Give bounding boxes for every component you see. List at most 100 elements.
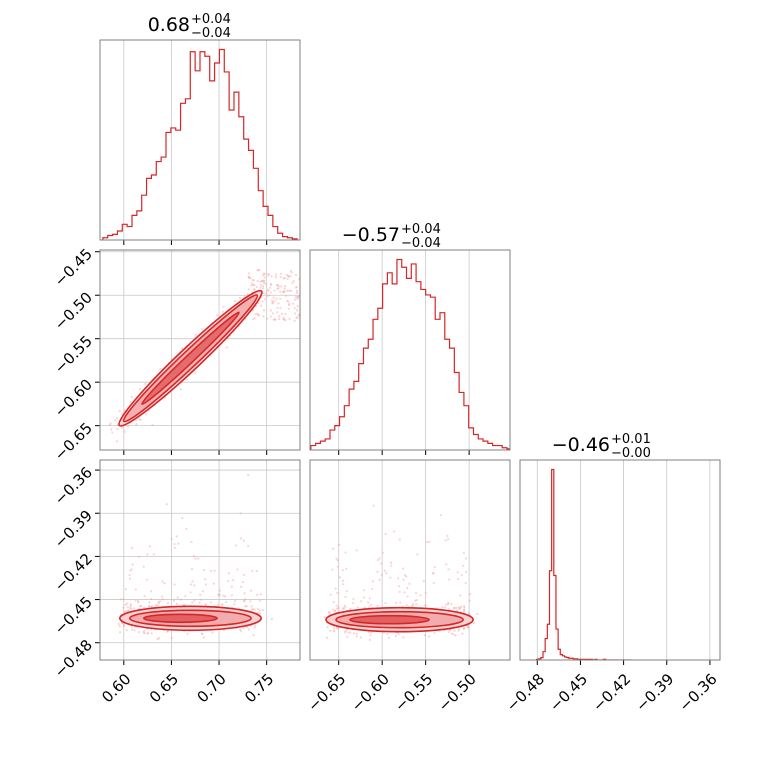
scatter-param1-param3-point [192,554,195,558]
scatter-param1-param2-point [121,412,124,415]
scatter-param2-param3-point [325,636,329,639]
scatter-param2-param3-point [346,636,349,639]
scatter-param1-param3-point [250,605,253,608]
scatter-param1-param2-point [116,417,119,420]
scatter-param1-param2-point [261,300,264,303]
scatter-param2-param3-point [406,595,409,598]
scatter-param1-param2-ytick-label: −0.50 [51,288,96,333]
scatter-param1-param3-point [130,568,133,571]
scatter-param1-param2-point [294,286,297,289]
scatter-param2-param3-point [332,608,335,611]
scatter-param1-param3-point [152,553,155,556]
hist-param3-xtick-label: −0.36 [675,670,720,715]
scatter-param1-param3-point [259,593,262,596]
scatter-param1-param3-point [245,605,248,608]
scatter-param1-param2-point [272,318,275,321]
scatter-param1-param2-point [277,285,280,288]
scatter-param1-param3-point [159,600,162,603]
scatter-param2-param3-point [458,607,461,610]
scatter-param1-param2-point [302,314,304,316]
hist-param2-axes [338,250,470,455]
scatter-param1-param2-point [259,280,262,283]
scatter-param2-param3-point [464,557,467,560]
scatter-param1-param2-point [126,425,130,428]
scatter-param2-param3-point [384,532,387,536]
scatter-param2-param3-point [414,599,417,602]
scatter-param2-param3-point [355,632,358,635]
scatter-param1-param3-point [204,603,207,606]
scatter-param2-param3-xtick-label: −0.60 [348,670,393,715]
scatter-param1-param3-point [118,624,121,628]
scatter-param2-param3-point [344,606,347,609]
scatter-param2-param3-point [341,579,345,582]
scatter-param1-param2-point [293,298,296,301]
scatter-param2-param3-point [462,610,465,613]
scatter-param2-param3-point [362,589,366,592]
scatter-param1-param3-point [154,604,158,607]
scatter-param1-param3-point [200,632,203,635]
scatter-param1-param3-point [122,606,125,609]
scatter-param1-param2-point [262,274,265,277]
scatter-param2-param3-point [447,601,450,604]
scatter-param1-param2-point [289,269,293,273]
scatter-param1-param2-point [296,298,299,301]
scatter-param2-param3-point [334,609,337,612]
scatter-param1-param2-axes: −0.45−0.50−0.55−0.60−0.65 [51,245,300,464]
hist-param3-title-upper: +0.01 [611,432,651,447]
scatter-param2-param3-point [359,636,362,639]
scatter-param1-param3-point [247,628,250,631]
scatter-param1-param3-point [157,600,160,604]
scatter-param2-param3-point [341,583,344,586]
scatter-param2-param3-point [444,539,447,542]
scatter-param1-param3-point [217,593,220,596]
scatter-param1-param3-point [246,625,249,629]
scatter-param1-param2-point [270,275,273,278]
scatter-param1-param2-point [114,419,117,422]
scatter-param1-param3-point [173,542,176,546]
scatter-param1-param3-point [254,624,257,627]
scatter-param1-param2-point [301,304,303,306]
scatter-param1-param3-point [161,598,164,601]
scatter-param2-param3-point [329,629,332,632]
scatter-param1-param2-point [282,277,285,280]
scatter-param2-param3-point [457,577,460,581]
scatter-param1-param2-point [269,291,273,294]
scatter-param2-param3-point [459,594,462,597]
scatter-param1-param3-point [179,598,183,601]
scatter-param2-param3-point [457,606,460,609]
scatter-param1-param3-point [193,584,196,587]
scatter-param1-param2-point [251,278,254,282]
scatter-param1-param2-point [110,428,113,431]
scatter-param1-param3-point [173,546,177,549]
scatter-param2-param3-point [355,635,358,638]
hist-param3 [535,468,632,660]
scatter-param1-param2-point [290,289,293,292]
scatter-param2-param3-point [414,591,418,595]
scatter-param1-param2-point [138,387,142,391]
scatter-param1-param3-point [253,608,256,611]
scatter-param2-param3-point [432,581,435,585]
scatter-param1-param3-ytick-label: −0.39 [51,507,96,552]
scatter-param1-param2-point [145,413,148,416]
scatter-param1-param3-point [193,599,196,602]
scatter-param1-param3-point [124,603,127,606]
hist-param3-axes: −0.48−0.45−0.42−0.39−0.36 [503,460,721,715]
scatter-param2-param3-point [459,605,463,608]
scatter-param1-param2-point [138,418,141,421]
scatter-param1-param2-point [276,306,279,309]
scatter-param2-param3-point [342,607,345,610]
scatter-param2-param3-frame [309,459,511,661]
scatter-param1-param2-point [287,303,291,306]
scatter-param1-param3-point [150,605,153,608]
scatter-param1-param2-point [277,287,280,290]
scatter-param1-param3-point [233,599,237,603]
hist-param1-title-lower: −0.04 [191,26,231,41]
scatter-param1-param2-point [262,272,265,275]
scatter-param1-param2-point [281,290,285,294]
scatter-param2-param3-point [368,597,371,600]
scatter-param1-param2-point [252,279,255,282]
scatter-param1-param2-point [257,314,260,317]
scatter-param1-param3-point [150,597,153,601]
scatter-param1-param2-point [283,287,286,290]
scatter-param1-param2-point [250,282,254,285]
